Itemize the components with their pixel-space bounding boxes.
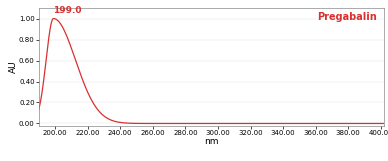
- Text: 199.0: 199.0: [53, 6, 81, 15]
- Text: Pregabalin: Pregabalin: [317, 12, 377, 22]
- Y-axis label: AU: AU: [9, 61, 17, 73]
- X-axis label: nm: nm: [204, 137, 219, 146]
